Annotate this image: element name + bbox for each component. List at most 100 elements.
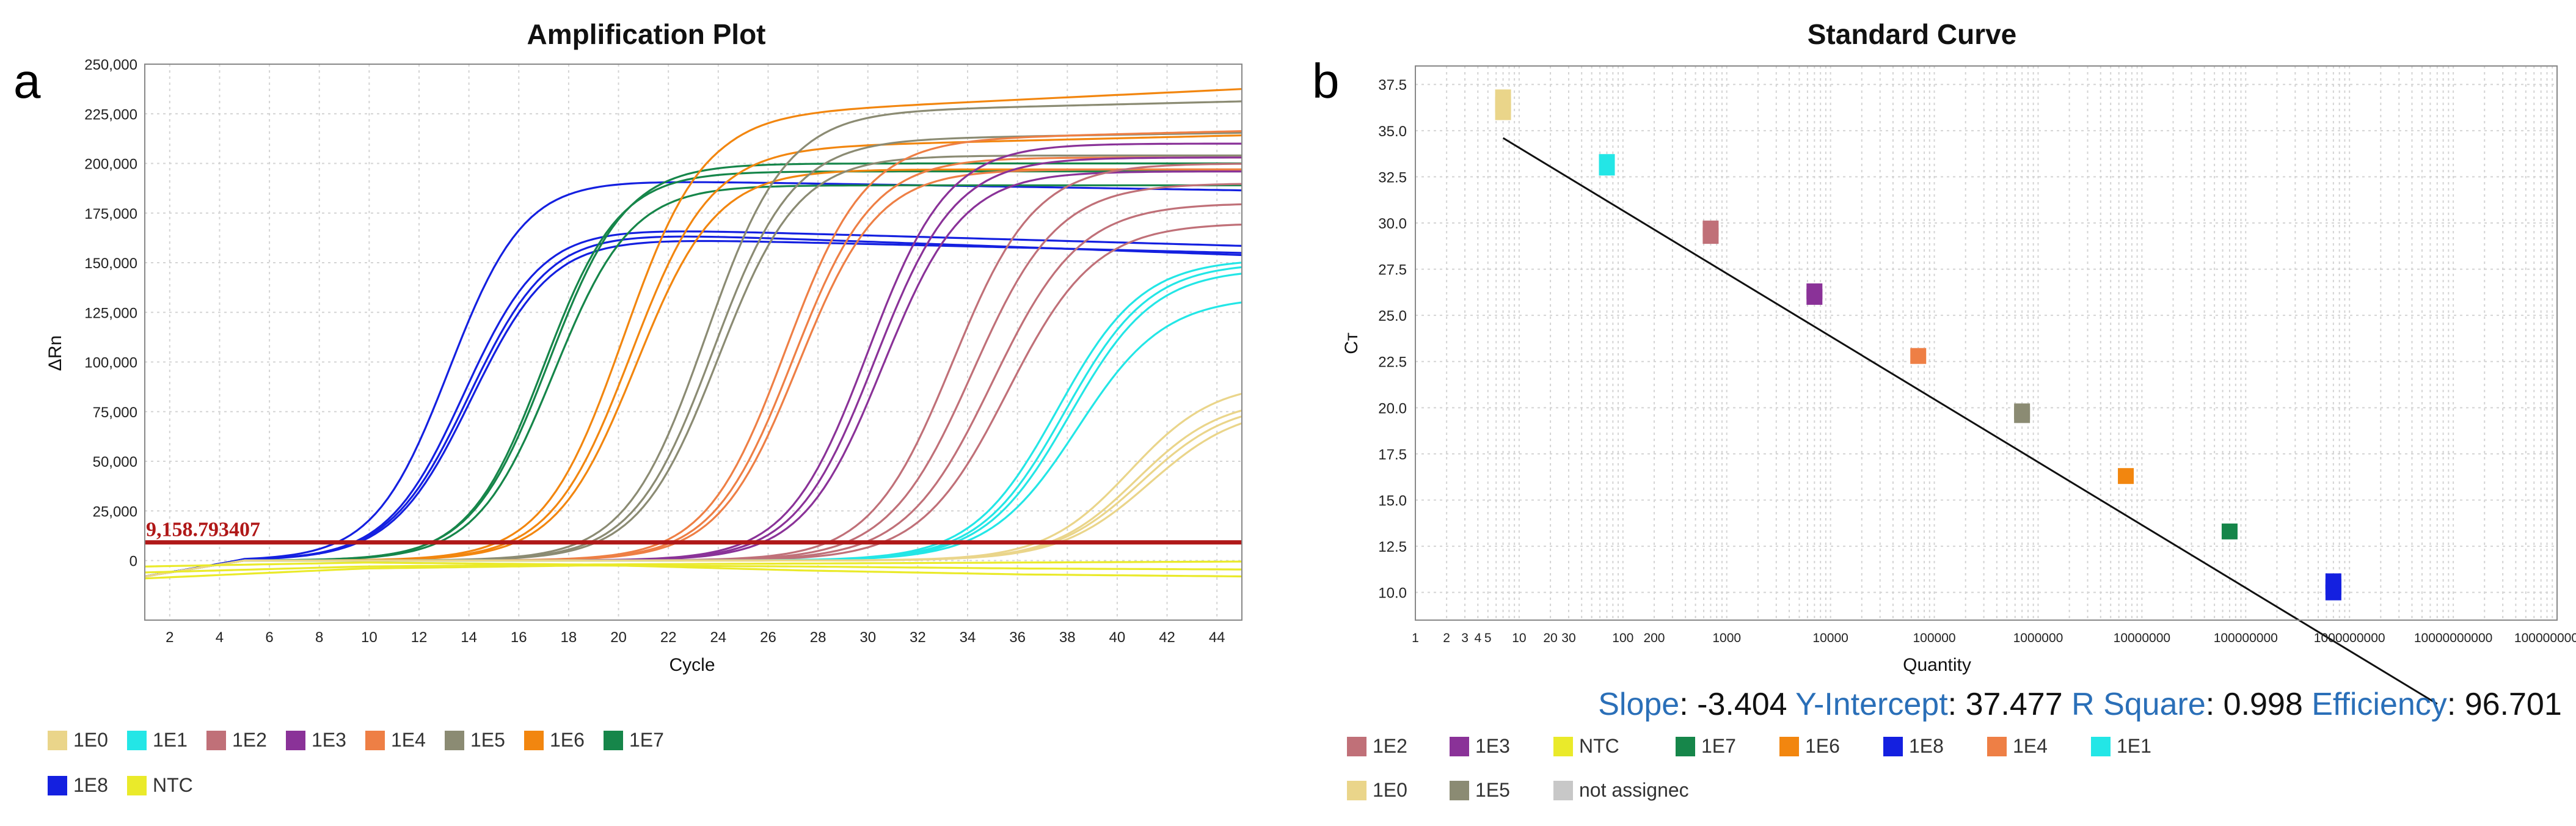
amplification-x-tick-label: 4 [216,629,224,646]
efficiency-label: Efficiency [2311,687,2447,722]
amplification-x-tick-label: 28 [810,629,826,646]
legend-swatch-1e1 [127,731,147,750]
legend-swatch-1e6 [1779,737,1799,756]
panel-b-letter: b [1312,54,1340,108]
amplification-curve-1e5 [144,131,1242,578]
legend-label-1e4: 1E4 [2013,735,2048,757]
legend-label-1e8: 1E8 [1909,735,1944,757]
legend-swatch-1e3 [1450,737,1469,756]
panel-a-letter: a [13,54,41,108]
amplification-x-tick-label: 12 [411,629,428,646]
standard-curve-x-tick-label: 10000000 [2114,631,2170,645]
legend-label-1e5: 1E5 [470,729,505,751]
standard-curve-x-tick-label: 100 [1612,631,1633,645]
amplification-x-tick-label: 26 [760,629,776,646]
amplification-x-tick-label: 22 [660,629,677,646]
slope-value: : -3.404 [1679,687,1795,722]
standard-curve-x-tick-label: 5 [1484,631,1492,645]
legend-label-1e8: 1E8 [73,774,108,796]
legend-swatch-1e2 [1347,737,1366,756]
legend-label-1e7: 1E7 [1701,735,1736,757]
amplification-y-axis-label: ΔRn [45,335,65,371]
standard-curve-x-tick-label: 20 [1543,631,1557,645]
standard-curve-y-tick-label: 12.5 [1378,539,1407,555]
standard-curve-x-tick-label: 100000000 [2214,631,2278,645]
legend-label-1e1: 1E1 [153,729,188,751]
legend-swatch-1e5 [1450,781,1469,800]
amplification-curve-1e0 [144,422,1242,578]
legend-swatch-1e0 [48,731,67,750]
amplification-y-tick-label: 125,000 [84,305,137,321]
legend-swatch-1e8 [48,776,67,795]
standard-curve-x-tick-label: 1 [1412,631,1419,645]
legend-label-ntc: NTC [153,774,193,796]
amplification-x-tick-label: 6 [265,629,273,646]
r-square-value: : 0.998 [2206,687,2311,722]
amplification-x-tick-label: 30 [859,629,876,646]
amplification-y-tick-label: 225,000 [84,106,137,123]
legend-label-1e0: 1E0 [1373,779,1407,801]
legend-label-1e2: 1E2 [232,729,267,751]
amplification-x-tick-label: 36 [1009,629,1026,646]
standard-curve-y-tick-label: 37.5 [1378,77,1407,93]
amplification-curve-1e6 [144,88,1242,578]
threshold-label: 9,158.793407 [146,519,260,541]
amplification-x-tick-label: 2 [166,629,173,646]
amplification-y-tick-label: 75,000 [93,404,137,421]
amplification-x-tick-label: 8 [315,629,323,646]
amplification-plot: 9,158.793407 0 25,000 50,000 75,000 100,000 1… [84,57,1242,646]
amplification-y-tick-label: 25,000 [93,503,137,520]
standard-curve-y-tick-label: 15.0 [1378,492,1407,509]
amplification-curve-1e3 [144,142,1242,578]
amplification-curve-1e8 [144,239,1242,577]
legend-label-1e5: 1E5 [1475,779,1510,801]
amplification-x-tick-label: 16 [511,629,527,646]
legend-label-1e3: 1E3 [312,729,346,751]
legend-swatch-1e0 [1347,781,1366,800]
legend-swatch-1e7 [604,731,623,750]
amplification-x-tick-label: 10 [361,629,378,646]
standard-curve-point-1e4 [1910,348,1927,364]
standard-curve-frame [1415,65,2558,621]
amplification-y-tick-label: 200,000 [84,156,137,173]
standard-curve-legend: 1E2 1E3 NTC 1E7 1E6 1E8 1E4 1E1 1E0 1E5 not assign… [1347,735,2151,801]
standard-curve-point-1e1 [1599,154,1615,170]
standard-curve-y-tick-label: 22.5 [1378,354,1407,371]
efficiency-value: : 96.701 [2447,687,2562,722]
amplification-x-tick-label: 20 [610,629,627,646]
amplification-curve-ntc [144,565,1242,580]
standard-curve-x-tick-label: 1000000 [2013,631,2063,645]
amplification-x-tick-label: 34 [960,629,976,646]
legend-label-1e7: 1E7 [629,729,664,751]
standard-curve-stats: Slope: -3.404 Y-Intercept: 37.477 R Squa… [1598,687,2562,722]
slope-label: Slope [1598,687,1679,722]
amplification-x-axis-label: Cycle [669,655,715,675]
legend-label-1e6: 1E6 [1805,735,1840,757]
legend-swatch-1e4 [1987,737,2007,756]
amplification-x-tick-label: 44 [1209,629,1225,646]
standard-curve-point-1e3 [1806,283,1823,299]
standard-curve-x-tick-label: 4 [1474,631,1481,645]
standard-curve-x-tick-label: 100000000000 [2514,631,2576,645]
amplification-y-tick-label: 150,000 [84,255,137,272]
standard-curve-x-tick-label: 10 [1512,631,1526,645]
amplification-x-tick-label: 32 [910,629,926,646]
legend-label-ntc: NTC [1579,735,1619,757]
amplification-y-tick-label: 0 [130,554,137,570]
standard-curve-y-tick-label: 20.0 [1378,400,1407,417]
standard-curve-x-axis-label: Quantity [1903,655,1971,675]
standard-curve-point-1e6 [2118,468,2134,484]
standard-curve-y-tick-label: 17.5 [1378,447,1407,463]
amplification-curve-1e8 [144,181,1242,577]
standard-curve-point-1e7 [2221,523,2238,539]
standard-curve-x-tick-label: 10000000000 [2414,631,2492,645]
amplification-y-tick-label: 50,000 [93,454,137,470]
amplification-x-tick-label: 18 [561,629,577,646]
legend-label-not-assignec: not assignec [1579,779,1689,801]
legend-label-1e4: 1E4 [391,729,426,751]
standard-curve-x-tick-label: 3 [1461,631,1469,645]
intercept-label: Y-Intercept [1795,687,1948,722]
amplification-plot-frame [144,64,1242,621]
legend-swatch-1e8 [1883,737,1903,756]
